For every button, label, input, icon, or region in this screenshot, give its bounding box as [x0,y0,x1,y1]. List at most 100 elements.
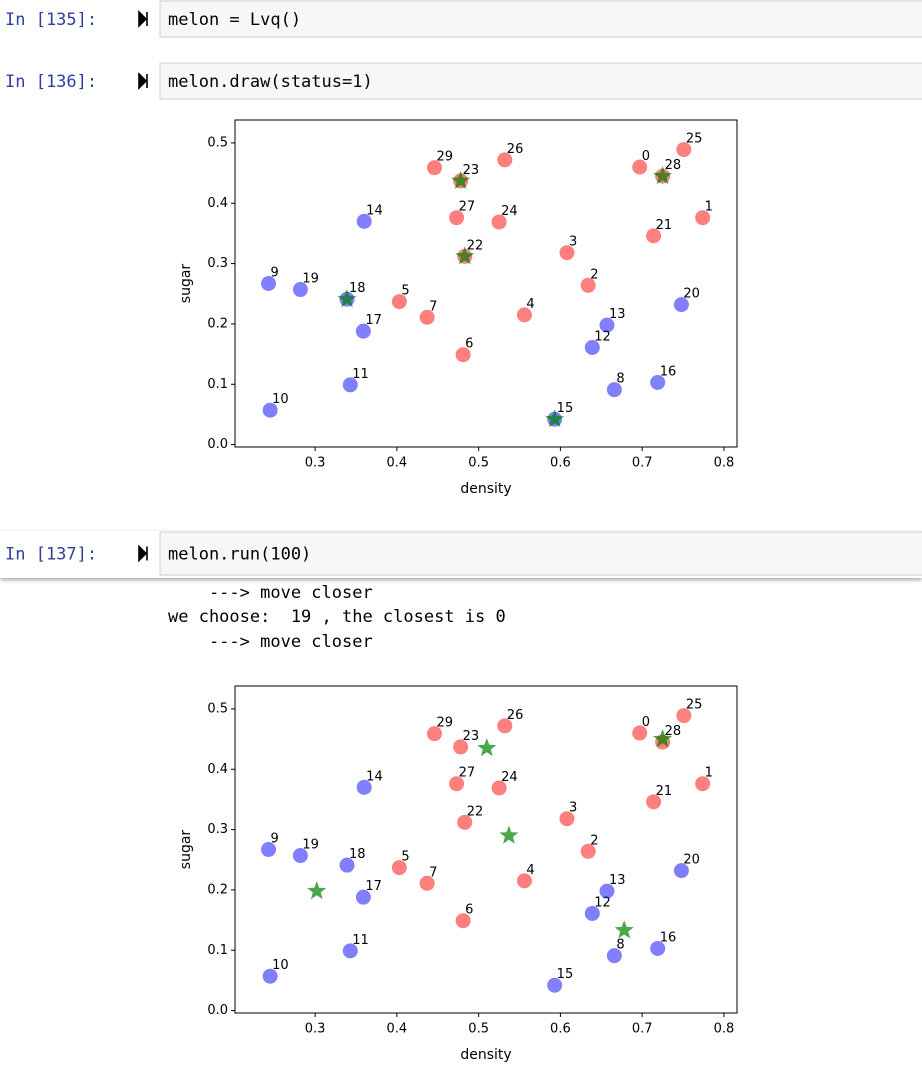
prompt: In [136]: [5,72,97,92]
point-label: 15 [557,967,574,982]
point-label: 18 [349,847,366,862]
point-label: 15 [557,401,574,416]
code[interactable]: melon.run(100) [168,545,311,565]
point-label: 23 [463,729,480,744]
x-tick-label: 0.7 [632,456,653,471]
x-axis-label: density [460,481,511,497]
sample-point [650,374,666,390]
output-line: we choose: 19 , the closest is 0 [168,607,506,627]
point-label: 20 [683,853,700,868]
prototype-star [337,289,357,308]
sample-point [676,708,692,724]
input-box[interactable] [159,0,922,38]
point-label: 13 [609,307,626,322]
y-tick-label: 0.5 [207,701,228,716]
input-box[interactable] [159,62,922,100]
sample-point [632,159,648,175]
point-label: 26 [507,708,524,723]
sample-point [449,776,465,792]
point-label: 18 [349,281,366,296]
x-axis-label: density [460,1047,511,1063]
point-label: 25 [686,132,703,147]
sample-point [695,210,711,226]
sample-point [339,857,355,873]
point-label: 21 [656,784,673,799]
point-label: 5 [401,284,409,299]
y-tick-label: 0.3 [207,822,228,837]
sample-point [497,152,513,168]
point-label: 27 [459,766,476,781]
point-label: 16 [660,364,677,379]
point-label: 24 [501,770,518,785]
x-tick-label: 0.6 [550,1022,571,1037]
sample-point [497,718,513,734]
prototype-star [653,166,673,185]
point-label: 3 [569,235,577,250]
point-label: 5 [401,850,409,865]
code[interactable]: melon = Lvq() [168,10,301,30]
sample-point [606,382,622,398]
run-button[interactable] [138,544,148,563]
point-label: 12 [594,895,611,910]
x-tick-label: 0.8 [714,456,735,471]
point-label: 8 [616,372,624,387]
y-tick-label: 0.1 [207,377,228,392]
point-label: 10 [272,392,289,407]
point-label: 0 [642,149,650,164]
y-tick-label: 0.0 [207,437,228,452]
point-label: 4 [526,863,534,878]
x-tick-label: 0.3 [305,456,326,471]
plot-frame [234,119,738,448]
run-button[interactable] [138,72,148,90]
sample-point [453,739,469,755]
code[interactable]: melon.draw(status=1) [168,72,373,92]
sample-point [547,977,563,993]
point-label: 10 [272,958,289,973]
sample-point [292,282,308,298]
point-label: 3 [569,801,577,816]
y-axis-label: sugar [178,264,194,304]
y-tick-label: 0.4 [207,762,228,777]
point-label: 13 [609,873,626,888]
point-label: 1 [705,766,713,781]
x-tick-label: 0.3 [305,1022,326,1037]
sample-point [599,317,615,333]
point-label: 27 [459,200,476,215]
point-label: 28 [665,724,682,739]
x-tick-label: 0.6 [550,456,571,471]
prompt: In [135]: [5,10,97,30]
point-label: 9 [271,832,279,847]
point-label: 12 [594,329,611,344]
sample-point [262,968,278,984]
point-label: 2 [590,833,598,848]
sample-point [342,377,358,393]
sample-point [632,725,648,741]
x-tick-label: 0.4 [387,456,408,471]
point-label: 6 [465,903,473,918]
chart: 0.3 0.4 0.5 0.6 0.7 0.8 0.0 0.1 0.2 0.3 0.4 0.5 dens… [178,685,738,1063]
point-label: 29 [436,716,453,731]
sample-point [261,842,277,857]
point-label: 24 [501,204,518,219]
point-label: 7 [429,299,437,314]
point-label: 2 [590,267,598,282]
input-box[interactable] [159,531,922,576]
prototype-star [653,729,673,748]
point-label: 19 [302,838,319,853]
sample-point [673,863,689,879]
sample-point [559,245,575,261]
prototype-star [455,246,475,265]
x-tick-label: 0.7 [632,1022,653,1037]
point-label: 14 [366,769,383,784]
prototype-star [614,920,634,939]
sample-point [355,323,371,339]
sample-point [646,794,662,810]
sample-point [342,943,358,959]
run-button[interactable] [138,10,148,28]
sample-point [419,309,435,325]
point-label: 17 [365,879,382,894]
sample-point [262,402,278,418]
output-line: ---> move closer [168,632,373,652]
sample-point [491,780,507,796]
